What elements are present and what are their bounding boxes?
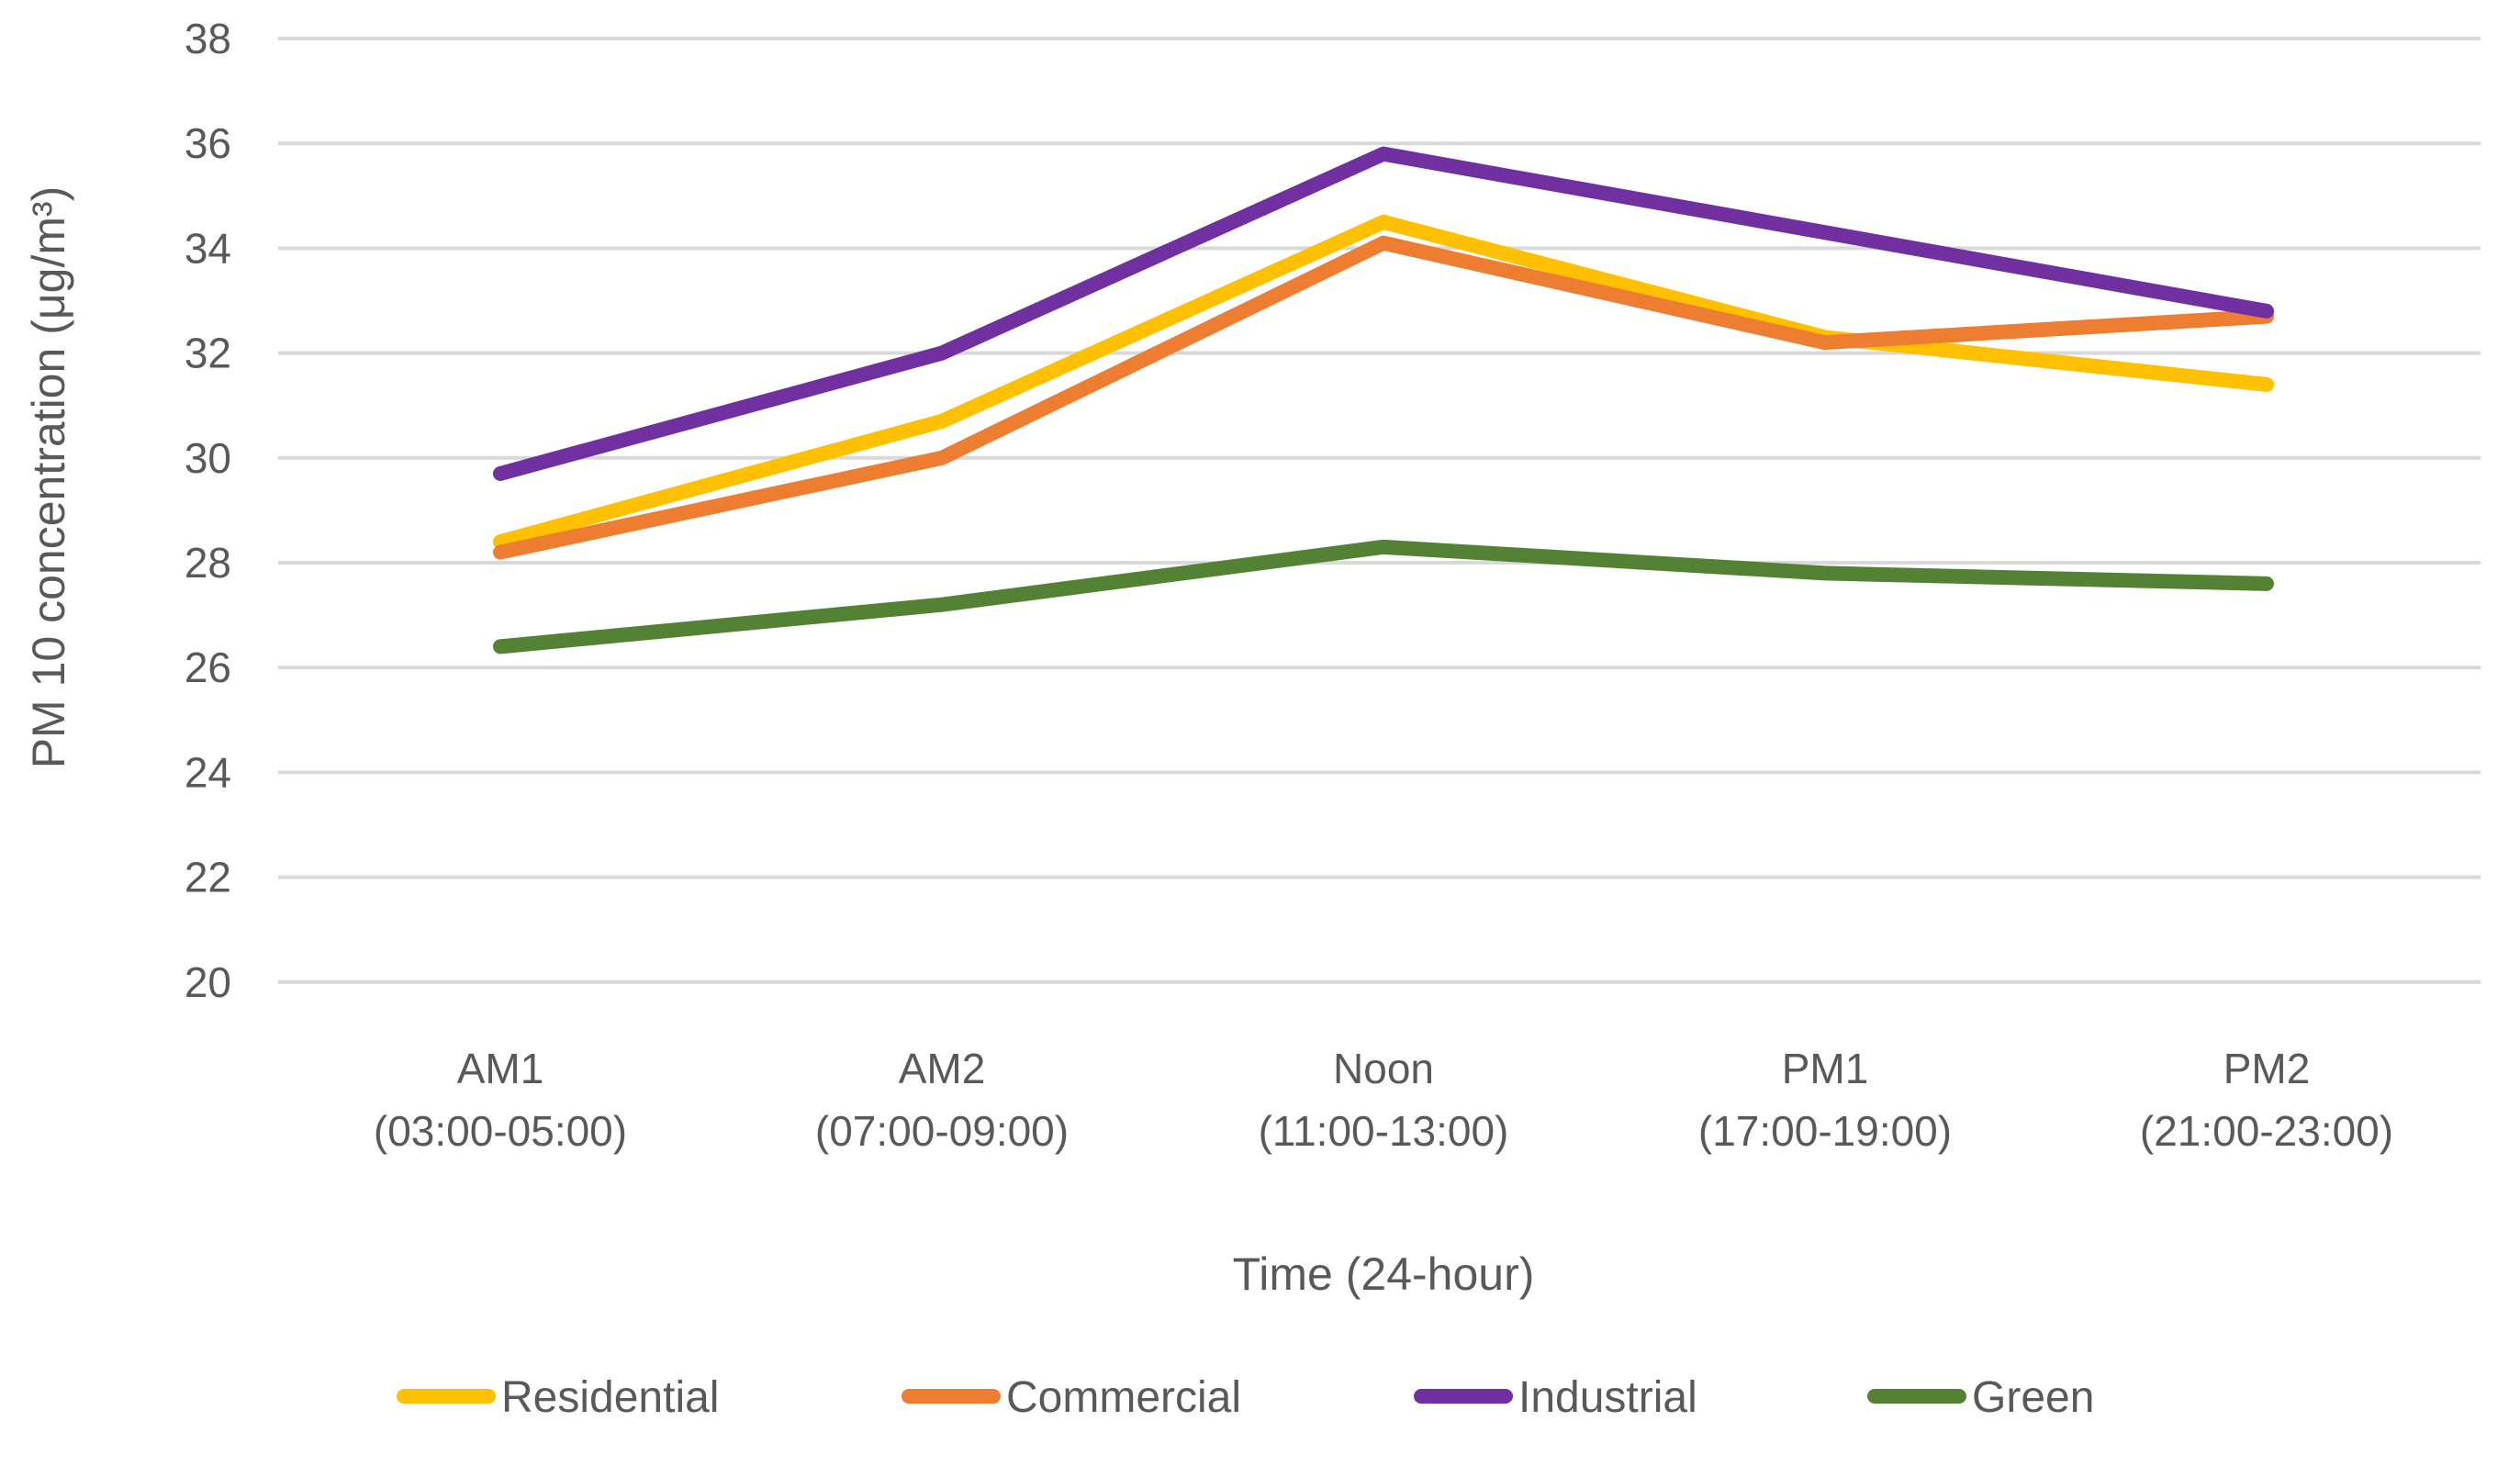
y-tick-label: 20	[185, 958, 231, 1006]
series-lines	[493, 146, 2274, 655]
x-axis-labels: AM1 (03:00-05:00) AM2 (07:00-09:00) Noon (11:…	[374, 1045, 2393, 1155]
legend-label-commercial: Commercial	[1006, 1373, 1241, 1422]
series-line-industrial	[493, 146, 2274, 481]
x-tick-label: Noon (11:00-13:00)	[1259, 1045, 1509, 1155]
x-axis-title: Time (24-hour)	[1233, 1248, 1535, 1300]
x-tick-label: PM2 (21:00-23:00)	[2140, 1045, 2393, 1155]
gridlines	[278, 37, 2481, 984]
legend-label-green: Green	[1972, 1373, 2094, 1422]
y-tick-label: 26	[185, 643, 231, 691]
y-axis-ticks: 20 22 24 26 28 30 32 34 36 38	[185, 15, 231, 1006]
series-line-commercial	[493, 235, 2274, 560]
y-tick-label: 32	[185, 330, 231, 377]
y-tick-label: 24	[185, 748, 231, 796]
y-tick-label: 36	[185, 119, 231, 167]
y-tick-label: 38	[185, 15, 231, 62]
x-tick-label: PM1 (17:00-19:00)	[1698, 1045, 1952, 1155]
y-tick-label: 28	[185, 539, 231, 587]
y-tick-label: 22	[185, 854, 231, 901]
legend-label-residential: Residential	[501, 1373, 719, 1422]
y-axis-title: PM 10 concentration (μg/m³)	[23, 186, 74, 769]
legend-label-industrial: Industrial	[1518, 1373, 1697, 1422]
series-line-residential	[493, 214, 2274, 550]
y-tick-label: 34	[185, 224, 231, 272]
series-line-green	[493, 539, 2274, 655]
x-tick-label: AM1 (03:00-05:00)	[374, 1045, 627, 1155]
y-tick-label: 30	[185, 434, 231, 482]
x-tick-label: AM2 (07:00-09:00)	[815, 1045, 1069, 1155]
legend: Residential Commercial Industrial Green	[397, 1373, 2094, 1422]
